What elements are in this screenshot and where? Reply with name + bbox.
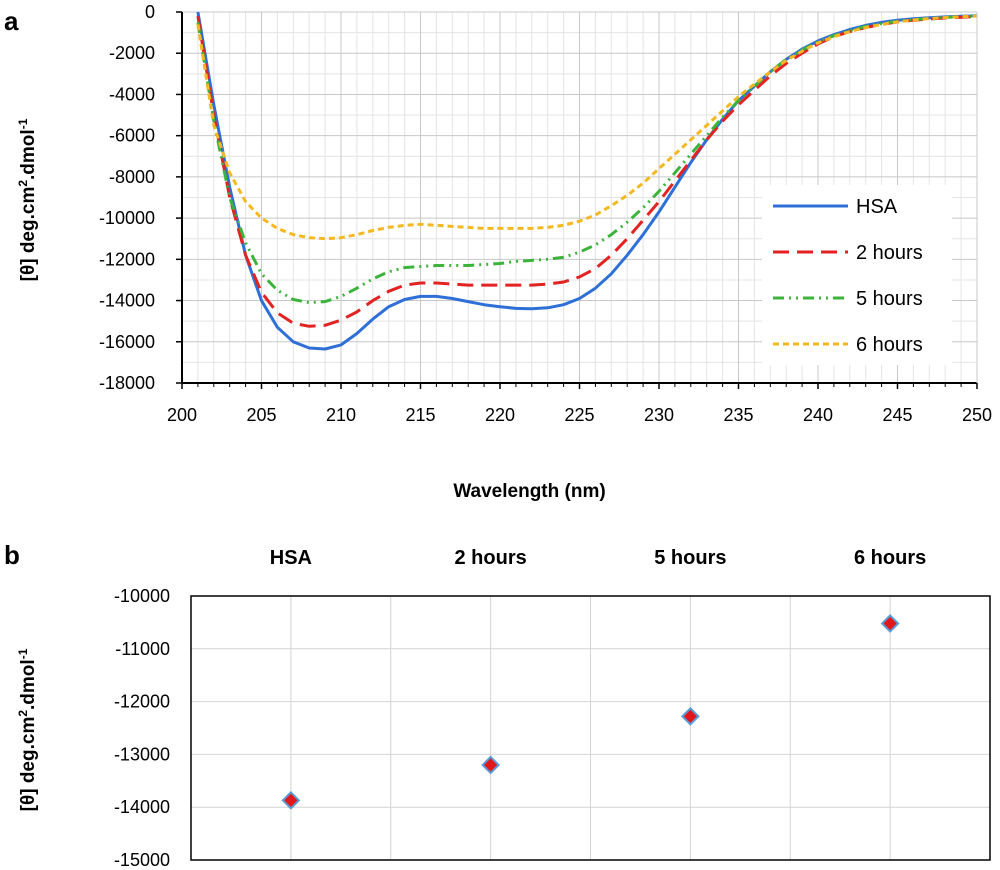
y-tick-label: -11000 [115,639,170,659]
data-point-1 [481,755,501,775]
x-tick-label: 220 [485,405,515,425]
plot-frame [190,595,991,861]
data-point-0 [281,790,301,810]
y-tick-label: -4000 [109,84,155,104]
panel-b-letter: b [4,540,20,570]
series-line-3 [196,14,978,241]
y-axis-title-part: [θ] deg.cm [18,187,39,282]
x-tick-label: 230 [644,405,674,425]
y-tick-label: -10000 [99,208,155,228]
series-line-0 [196,11,978,351]
y-axis-title: [θ] deg.cm2.dmol-1 [16,118,39,281]
series-line-2 [196,14,978,305]
y-tick-label: -14000 [114,797,170,817]
y-tick-label: -12000 [99,249,155,269]
x-tick-label: 235 [723,405,753,425]
x-tick-label: 210 [326,405,356,425]
y-axis-title-b-part: 2 [16,710,30,717]
category-label: 6 hours [854,547,926,569]
legend-label: 6 hours [856,334,923,356]
x-tick-label: 205 [246,405,276,425]
category-label: HSA [270,547,312,569]
x-axis-title: Wavelength (nm) [453,481,605,502]
y-axis-title-b-part: .dmol [18,659,39,710]
legend-box [762,185,952,365]
y-tick-label: -12000 [114,692,170,712]
y-axis-title-b-part: -1 [16,648,30,659]
y-axis-title-b-part: [θ] deg.cm [18,717,39,812]
x-tick-label: 200 [167,405,197,425]
legend-label: HSA [856,196,898,218]
legend-label: 5 hours [856,288,923,310]
x-tick-label: 250 [962,405,992,425]
y-axis-title-part: .dmol [18,129,39,180]
legend-label: 2 hours [856,242,923,264]
y-tick-label: -18000 [99,373,155,393]
chart-a: a 0 -2000 -4000 -6000 -8000 -10000 -12000 -14000… [4,2,992,502]
y-tick-label: -10000 [114,586,170,606]
category-label: 2 hours [455,547,527,569]
y-axis-title-b: [θ] deg.cm2.dmol-1 [16,648,39,811]
y-tick-label: 0 [145,2,155,22]
chart-b: b -10000 -11000 -12000 -13000 -14000 -15000 HSA… [4,540,991,870]
y-tick-label: -8000 [109,167,155,187]
x-tick-label: 215 [405,405,435,425]
data-point-2 [680,706,700,726]
panel-a-letter: a [4,6,19,36]
y-tick-label: -16000 [99,332,155,352]
y-tick-label: -15000 [114,850,170,870]
category-label: 5 hours [654,547,726,569]
x-tick-label: 245 [882,405,912,425]
x-tick-label: 240 [803,405,833,425]
y-axis-title-part: -1 [16,118,30,129]
y-tick-label: -13000 [114,744,170,764]
y-tick-label: -14000 [99,291,155,311]
y-tick-label: -6000 [109,126,155,146]
y-tick-label: -2000 [109,43,155,63]
data-point-3 [880,614,900,633]
y-axis-title-part: 2 [16,180,30,187]
x-tick-label: 225 [564,405,594,425]
